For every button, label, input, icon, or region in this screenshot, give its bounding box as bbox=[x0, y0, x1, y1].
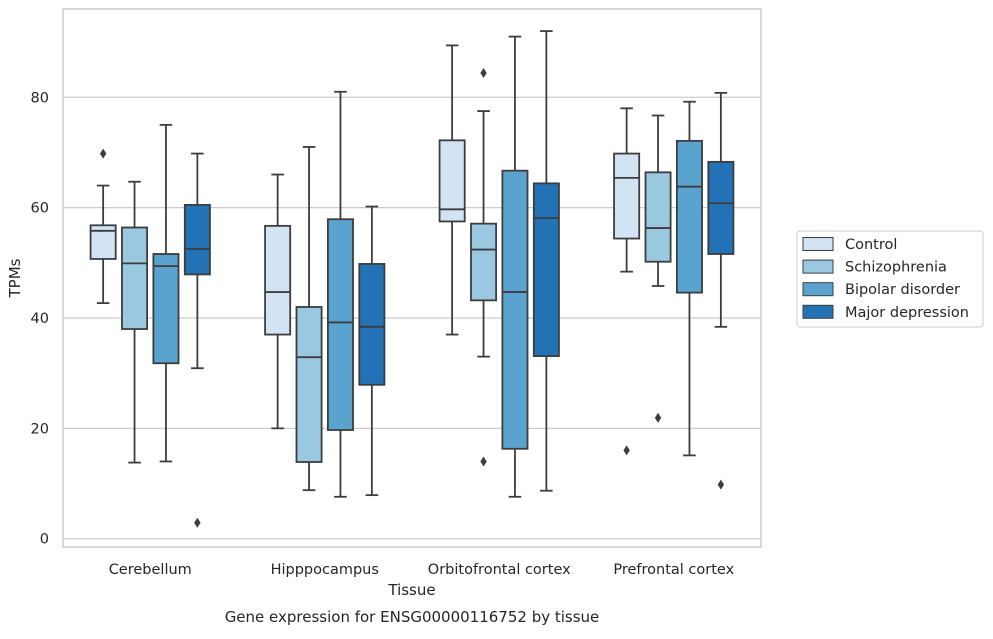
y-axis-label: TPMs bbox=[6, 258, 24, 298]
outlier-point bbox=[194, 517, 201, 528]
box-schizophrenia bbox=[470, 68, 498, 467]
iqr-box bbox=[707, 160, 735, 255]
legend-items: Control Schizophrenia Bipolar disorder Majo… bbox=[802, 237, 969, 321]
box-major-depression bbox=[707, 91, 735, 490]
box-schizophrenia bbox=[644, 114, 672, 423]
outlier-point bbox=[623, 445, 630, 456]
legend-swatch bbox=[802, 304, 834, 319]
iqr-box bbox=[121, 226, 149, 330]
box-control bbox=[613, 107, 641, 456]
box-bipolar-disorder bbox=[675, 100, 703, 457]
box-bipolar-disorder bbox=[152, 123, 180, 463]
outlier-point bbox=[99, 148, 107, 159]
iqr-box bbox=[532, 182, 560, 357]
iqr-box bbox=[613, 152, 641, 240]
figure-caption: Gene expression for ENSG00000116752 by t… bbox=[225, 608, 600, 626]
box-control bbox=[89, 148, 117, 305]
outlier-point bbox=[717, 479, 725, 490]
iqr-box bbox=[326, 218, 354, 431]
legend-swatch bbox=[802, 237, 834, 251]
legend-swatch bbox=[802, 282, 834, 297]
plot-frame bbox=[62, 8, 762, 548]
outlier-point bbox=[480, 68, 487, 79]
legend-swatch bbox=[802, 259, 834, 274]
iqr-box bbox=[501, 169, 529, 450]
iqr-box bbox=[183, 203, 211, 276]
x-tick-label: Prefrontal cortex bbox=[613, 562, 734, 578]
x-axis-label: Tissue bbox=[387, 581, 435, 599]
y-tick-label: 20 bbox=[31, 421, 49, 437]
y-tick-label: 40 bbox=[31, 311, 49, 327]
box-layer bbox=[89, 30, 735, 528]
x-tick-label: Orbitofrontal cortex bbox=[428, 562, 571, 578]
outlier-point bbox=[654, 412, 662, 423]
x-tick-labels: Cerebellum Hipppocampus Orbitofrontal cort… bbox=[109, 562, 735, 578]
y-tick-labels: 0 20 40 60 80 bbox=[31, 90, 49, 547]
box-schizophrenia bbox=[121, 180, 149, 464]
iqr-box bbox=[644, 171, 672, 263]
legend-label: Bipolar disorder bbox=[845, 282, 960, 298]
box-major-depression bbox=[358, 205, 386, 497]
box-bipolar-disorder bbox=[326, 90, 354, 498]
iqr-box bbox=[295, 306, 323, 463]
iqr-box bbox=[470, 222, 498, 302]
outlier-point bbox=[480, 456, 487, 467]
box-control bbox=[264, 173, 292, 430]
legend: Control Schizophrenia Bipolar disorder Majo… bbox=[796, 230, 984, 328]
legend-frame bbox=[796, 230, 984, 328]
iqr-box bbox=[152, 253, 180, 365]
legend-label: Major depression bbox=[845, 305, 969, 321]
legend-label: Control bbox=[845, 237, 897, 253]
box-bipolar-disorder bbox=[501, 35, 529, 498]
box-control bbox=[438, 44, 466, 336]
box-schizophrenia bbox=[295, 146, 323, 492]
iqr-box bbox=[675, 139, 703, 294]
iqr-box bbox=[438, 139, 466, 223]
iqr-box bbox=[358, 263, 386, 386]
x-tick-label: Cerebellum bbox=[109, 562, 192, 578]
y-tick-label: 60 bbox=[31, 201, 49, 217]
x-tick-label: Hipppocampus bbox=[271, 562, 379, 578]
y-tick-label: 80 bbox=[31, 90, 49, 106]
legend-label: Schizophrenia bbox=[845, 260, 947, 276]
y-tick-label: 0 bbox=[40, 532, 49, 548]
box-major-depression bbox=[532, 30, 560, 492]
box-major-depression bbox=[183, 152, 211, 528]
iqr-box bbox=[264, 224, 292, 336]
